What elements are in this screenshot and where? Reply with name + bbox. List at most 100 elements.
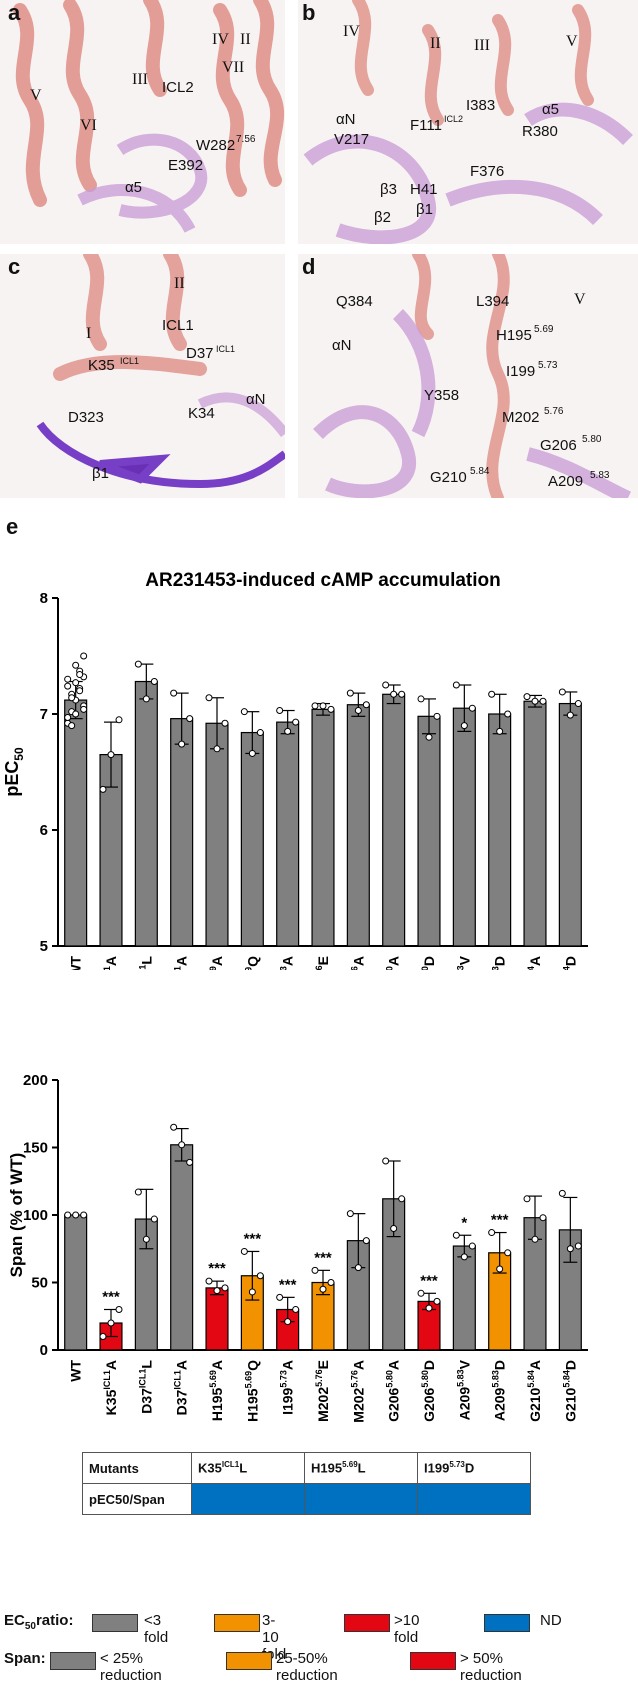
residue-label: E392 [168, 157, 203, 174]
data-point [256, 1272, 264, 1280]
residue-label: K34 [188, 405, 215, 422]
residue-label: α5 [125, 179, 142, 196]
data-point [213, 1287, 221, 1295]
significance-mark: *** [208, 1260, 226, 1277]
data-point [256, 729, 264, 737]
data-point [170, 689, 178, 697]
data-point [142, 695, 150, 703]
y-tick-label: 100 [23, 1207, 48, 1224]
residue-label: G206 [540, 437, 577, 454]
y-tick-label: 8 [40, 590, 48, 607]
data-point [72, 661, 80, 669]
x-tick-label: D37ICL1A [173, 1360, 190, 1415]
data-point [425, 733, 433, 741]
table-nd-cell [191, 1483, 305, 1515]
bar [558, 702, 582, 947]
data-point [205, 1277, 213, 1285]
data-point [240, 1247, 248, 1255]
data-point [99, 785, 107, 793]
bar [452, 1245, 476, 1351]
data-point [539, 1214, 547, 1222]
data-point [531, 1235, 539, 1243]
table-nd-cell [304, 1483, 418, 1515]
data-point [319, 1285, 327, 1293]
x-tick-label: G2065.80A [385, 956, 402, 970]
x-tick-label: G2105.84D [561, 956, 578, 970]
data-point [390, 690, 398, 698]
x-tick-label: H1955.69A [208, 1360, 225, 1421]
significance-mark: *** [491, 1212, 509, 1229]
residue-label: 5.84 [470, 466, 490, 477]
helix-label: V [574, 291, 586, 308]
data-point [64, 713, 72, 721]
data-point [390, 1225, 398, 1232]
data-point [68, 722, 76, 730]
data-point [80, 652, 88, 660]
data-point [523, 1195, 531, 1203]
data-point [99, 1333, 107, 1340]
bar [205, 722, 229, 947]
legend-swatch-orange [214, 1614, 260, 1632]
bar [240, 731, 264, 947]
y-tick-label: 5 [40, 938, 48, 955]
residue-label: 5.69 [534, 324, 554, 335]
bar [417, 715, 441, 947]
data-point [346, 1210, 354, 1218]
x-tick-label: I1995.73A [279, 1360, 296, 1415]
data-point [327, 705, 335, 713]
panel-label: b [302, 0, 316, 25]
data-point [319, 702, 327, 710]
residue-label: I199 [506, 363, 535, 380]
data-point [178, 740, 186, 748]
residue-label: α5 [542, 101, 559, 118]
data-point [221, 719, 229, 727]
bar [276, 721, 300, 947]
data-point [452, 1231, 460, 1239]
residue-label: ICL1 [162, 317, 194, 334]
data-point [76, 687, 84, 695]
x-tick-label: K35ICL1A [102, 1360, 119, 1415]
data-point [417, 1289, 425, 1297]
y-tick-label: 0 [40, 1342, 48, 1359]
residue-label: αN [336, 111, 356, 128]
ec50-legend-title: EC50ratio: [4, 1612, 74, 1632]
y-tick-label: 50 [31, 1275, 48, 1292]
bar [346, 704, 370, 947]
helix-label: IV [343, 23, 360, 40]
residue-label: ICL2 [162, 79, 194, 96]
legend-swatch-orange [226, 1652, 272, 1670]
structure-panel-c: I II ICL1 K35 ICL1 D37 ICL1 D323 K34 αN … [0, 254, 285, 498]
bar [452, 707, 476, 947]
panel-label: c [8, 254, 21, 279]
data-point [327, 1279, 335, 1286]
data-point [64, 1211, 72, 1219]
data-point [72, 1211, 80, 1219]
residue-label: D37 [186, 345, 214, 362]
data-point [398, 1195, 406, 1203]
bar [382, 693, 406, 947]
x-tick-label: I1995.73A [279, 956, 296, 970]
data-point [362, 1237, 370, 1245]
x-tick-label: H1955.69Q [243, 956, 260, 970]
data-point [488, 1229, 496, 1237]
residue-label: Y358 [424, 387, 459, 404]
legend-item: 25-50% reduction [276, 1650, 338, 1684]
x-tick-label: A2095.83D [491, 1360, 508, 1421]
data-point [107, 1319, 115, 1327]
residue-label: β1 [92, 465, 109, 482]
data-point [558, 688, 566, 696]
y-tick-label: 200 [23, 1072, 48, 1089]
data-point [558, 1189, 566, 1197]
data-point [566, 711, 574, 719]
structure-panel-a: IV II III VII V VI ICL2 W282 7.56 E392 α… [0, 0, 285, 244]
legend-swatch-red [410, 1652, 456, 1670]
data-point [64, 675, 72, 683]
data-point [398, 690, 406, 698]
legend-item: >10 fold [394, 1612, 420, 1646]
residue-label: ICL2 [444, 114, 463, 124]
data-point [134, 1188, 142, 1196]
panel-label: d [302, 254, 316, 279]
panel-label: a [8, 0, 21, 25]
structure-panel-b: IV II III V αN I383 α5 F111 ICL2 R380 V2… [298, 0, 638, 244]
data-point [72, 679, 80, 687]
